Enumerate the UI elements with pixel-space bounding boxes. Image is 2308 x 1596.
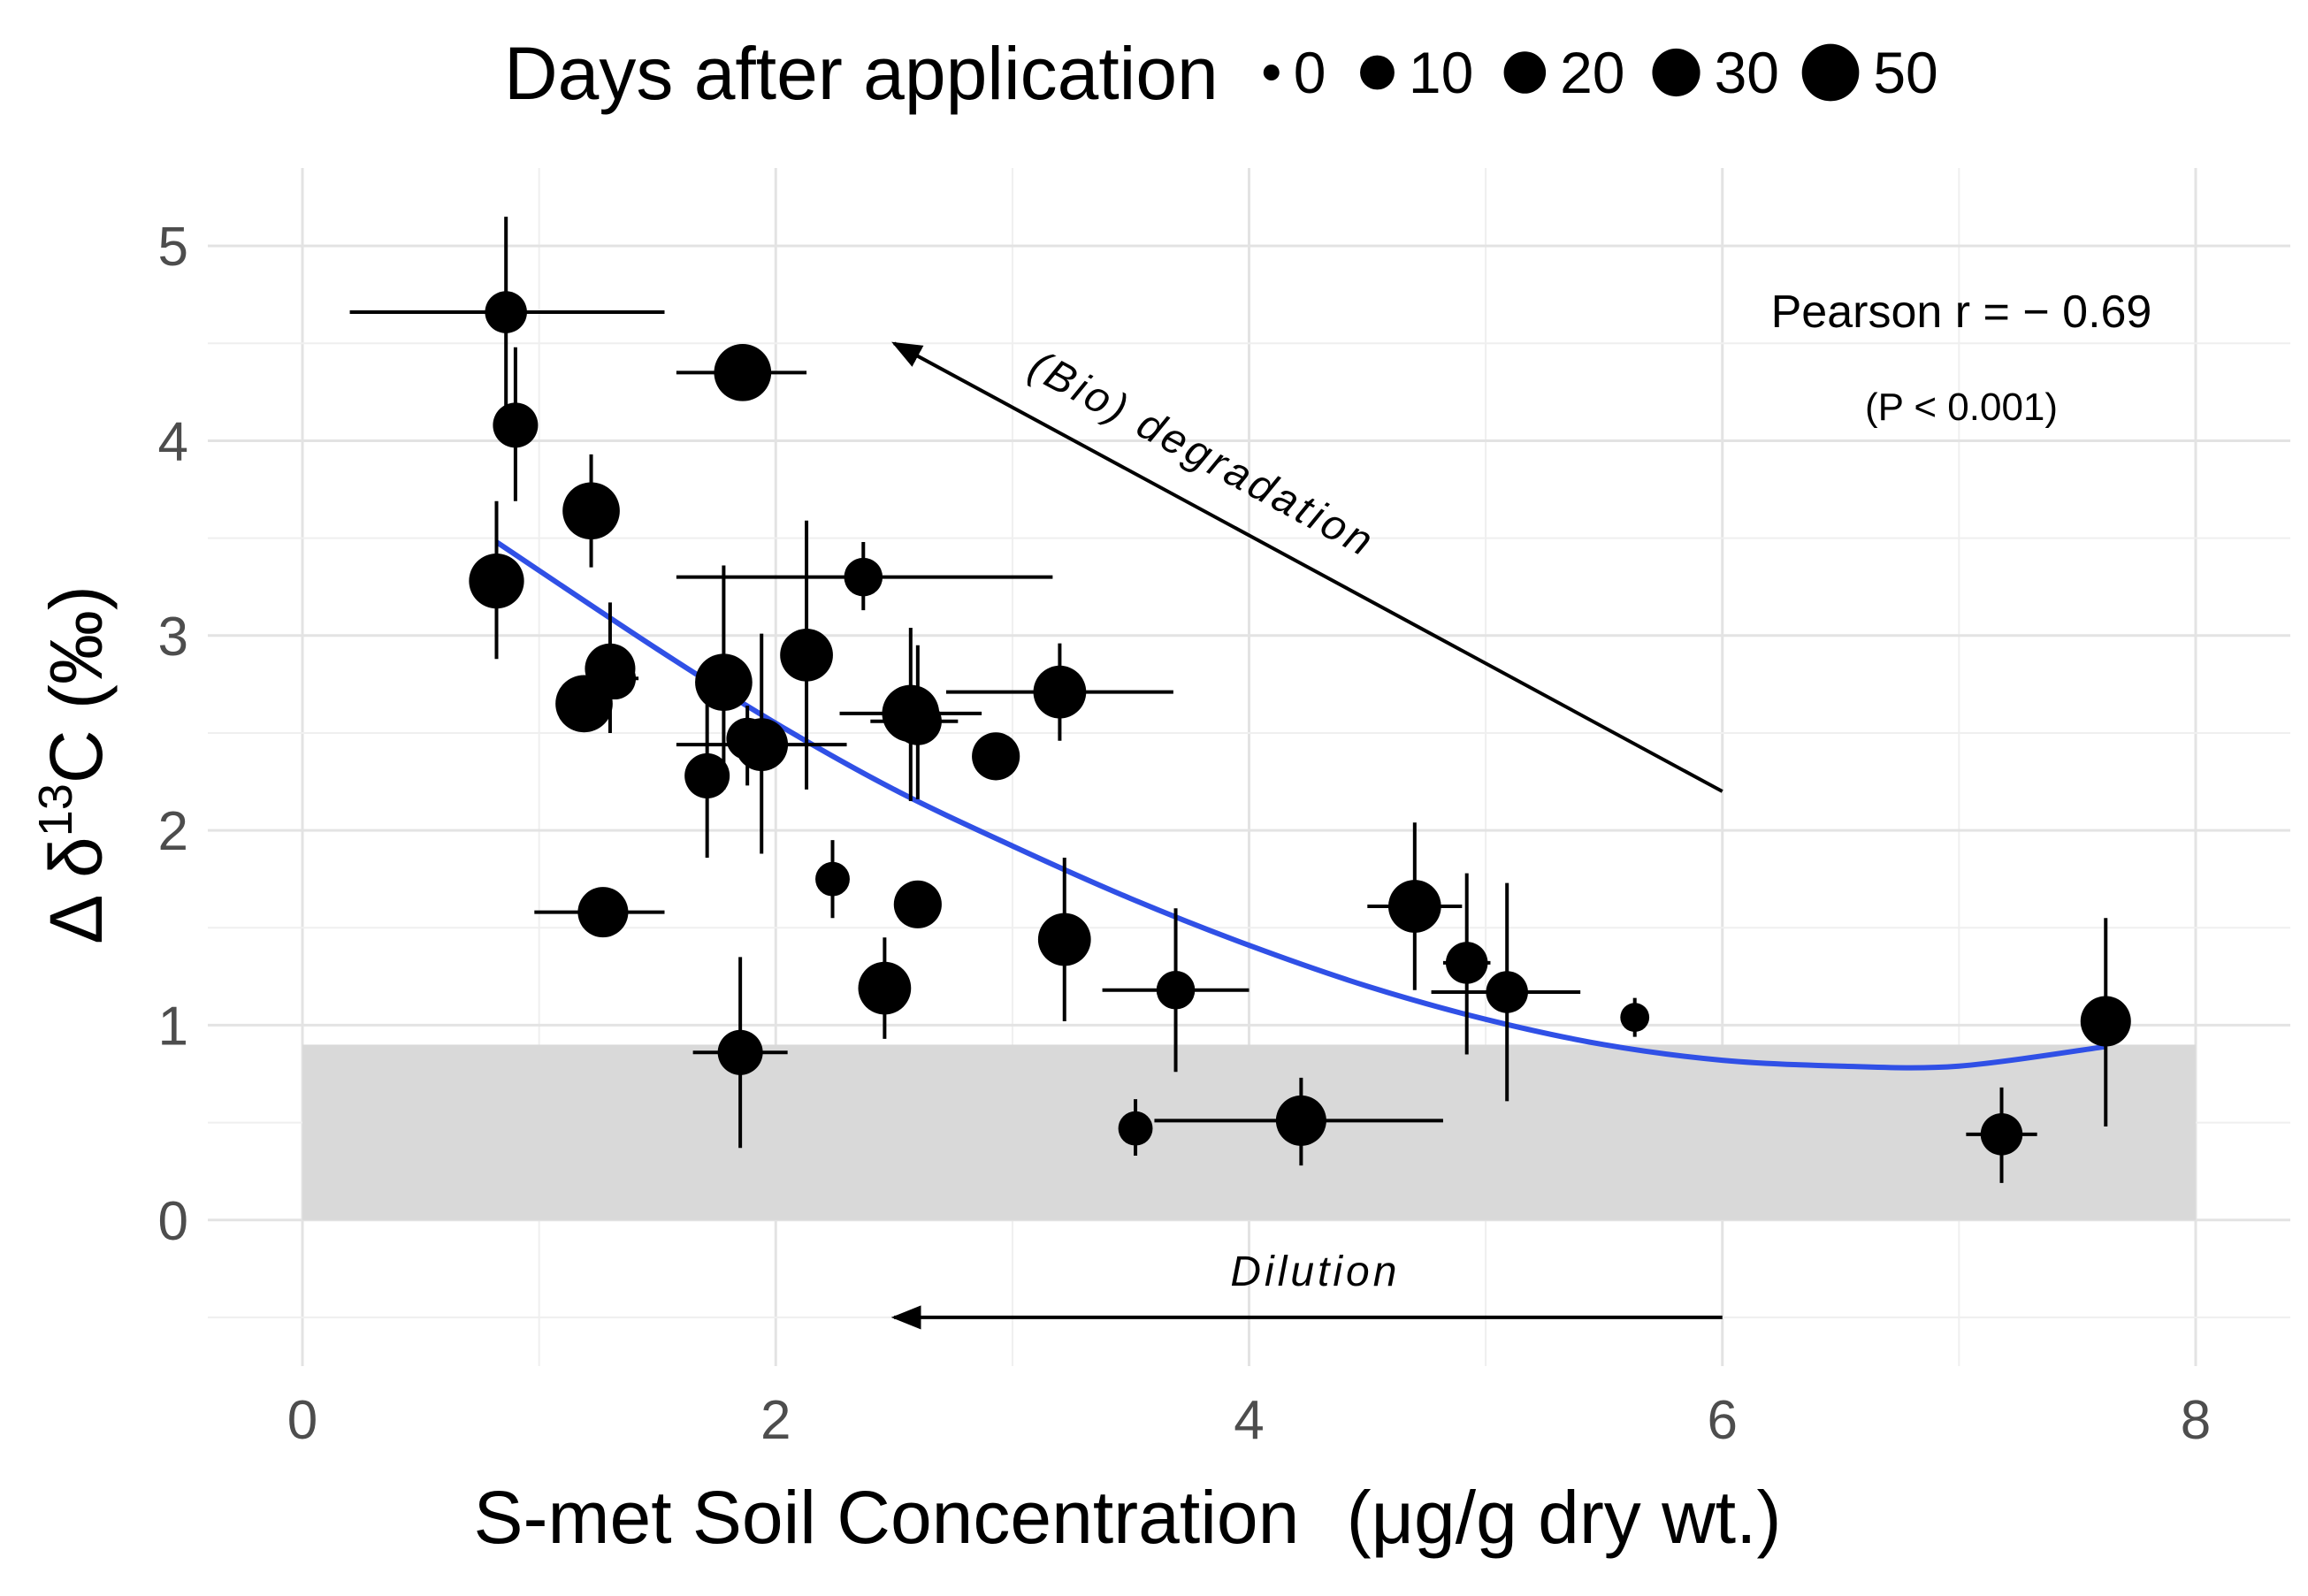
y-tick-label: 0: [158, 1191, 188, 1252]
legend-key: [1652, 48, 1700, 97]
legend-label: 20: [1560, 40, 1624, 105]
data-point: [493, 402, 539, 448]
y-axis-title: Δ δ13C (‰): [29, 585, 118, 944]
data-point: [684, 752, 730, 798]
y-tick-label: 5: [158, 217, 188, 278]
y-tick-label: 2: [158, 801, 188, 862]
fit-curve-group: [494, 539, 2106, 1071]
y-axis-title-suffix: C (‰): [34, 585, 118, 783]
data-point: [735, 718, 789, 772]
data-point: [485, 291, 527, 333]
data-point: [695, 653, 753, 711]
data-point: [562, 482, 620, 540]
data-point: [858, 961, 912, 1015]
data-point: [815, 861, 850, 897]
pearson-annotation: Pearson r = − 0.69: [1771, 286, 2152, 338]
y-tick-label: 4: [158, 411, 188, 472]
x-tick-label: 4: [1234, 1390, 1264, 1451]
data-point: [1387, 880, 1441, 933]
legend-key: [1360, 55, 1395, 90]
data-point: [717, 1029, 763, 1075]
x-tick-label: 2: [760, 1390, 791, 1451]
shaded-band-rect: [302, 1044, 2196, 1220]
data-points: [469, 291, 2131, 1156]
data-point: [893, 697, 942, 745]
data-point: [1620, 1003, 1650, 1032]
data-point: [2080, 996, 2131, 1047]
legend-label: 50: [1873, 40, 1937, 105]
legend-items: 0 10 20 30 50: [1263, 40, 1938, 105]
data-point: [593, 657, 637, 700]
data-point: [1275, 1095, 1326, 1146]
data-point: [1980, 1113, 2023, 1156]
error-bars: [349, 217, 2130, 1183]
x-tick-label: 6: [1707, 1390, 1737, 1451]
data-point: [1033, 665, 1087, 719]
legend-key: [1503, 51, 1547, 94]
data-point: [1486, 971, 1528, 1013]
legend-label: 30: [1715, 40, 1779, 105]
data-point: [469, 553, 524, 609]
degradation-label: (Bio) degradation: [1021, 342, 1383, 567]
x-tick-label: 0: [287, 1390, 317, 1451]
data-point: [577, 887, 629, 938]
legend-label: 0: [1294, 40, 1326, 105]
x-axis-title-text: S-met Soil Concentration: [474, 1476, 1300, 1559]
x-tick-label: 8: [2181, 1390, 2211, 1451]
p-value-annotation: (P < 0.001): [1865, 386, 2058, 429]
data-point: [844, 557, 883, 597]
legend-title: Days after application: [504, 32, 1219, 115]
x-axis-title: S-met Soil Concentration (μg/g dry wt.): [474, 1476, 1782, 1559]
dilution-label: Dilution: [1230, 1249, 1400, 1295]
y-axis-title-superscript: 13: [29, 783, 82, 836]
legend-label: 10: [1409, 40, 1473, 105]
shaded-band: [302, 1044, 2196, 1220]
data-point: [972, 732, 1020, 781]
y-axis-title-prefix: Δ δ: [34, 836, 118, 944]
y-tick-label: 3: [158, 607, 188, 668]
data-point: [1118, 1111, 1153, 1146]
legend-key: [1263, 65, 1280, 80]
x-axis-unit: (μg/g dry wt.): [1347, 1476, 1782, 1559]
data-point: [1037, 913, 1091, 966]
data-point: [714, 344, 772, 401]
legend: Days after application 0 10 20 30 50: [504, 32, 1938, 115]
fit-curve: [494, 539, 2106, 1071]
data-point: [893, 880, 942, 928]
legend-key: [1801, 43, 1860, 102]
degradation-arrow: [891, 341, 1723, 793]
data-point: [780, 628, 833, 682]
axis-ticks: 0 2 4 6 8 0 1 2 3 4 5: [158, 217, 2212, 1451]
annotation-arrows: [890, 341, 1723, 1330]
y-tick-label: 1: [158, 996, 188, 1057]
data-point: [1445, 942, 1488, 984]
data-point: [1156, 970, 1196, 1010]
